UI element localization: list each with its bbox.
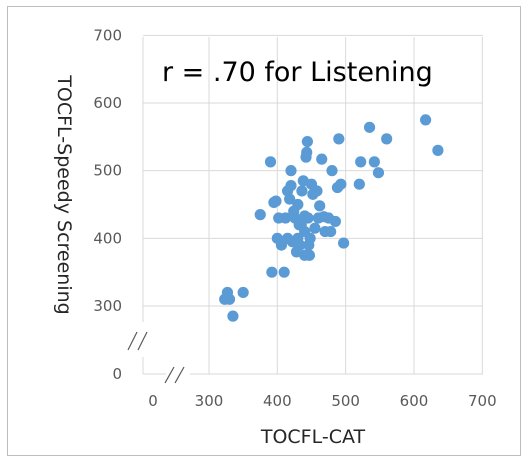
correlation-annotation: r = .70 for Listening — [162, 57, 433, 88]
data-point — [314, 200, 326, 212]
data-point — [329, 215, 342, 228]
x-tick-label: 500 — [331, 392, 360, 410]
data-point — [311, 185, 323, 197]
data-point — [372, 167, 385, 179]
data-point — [353, 178, 365, 190]
data-point — [279, 212, 292, 224]
data-point — [309, 222, 321, 234]
data-point — [294, 239, 306, 251]
data-point — [316, 153, 328, 165]
y-tick-labels: 0 300 400 500 600 700 — [93, 26, 122, 383]
axes — [127, 37, 483, 384]
data-point — [363, 121, 376, 133]
x-tick-labels: 0 300 400 500 600 700 — [148, 392, 496, 410]
data-point — [296, 185, 308, 197]
data-point — [381, 133, 393, 145]
data-point — [301, 135, 313, 148]
data-point — [270, 195, 282, 207]
data-point — [326, 165, 338, 177]
data-point — [266, 266, 278, 278]
data-point — [292, 198, 304, 211]
data-point — [223, 293, 236, 305]
x-tick-label: 400 — [263, 392, 292, 410]
data-point — [227, 310, 239, 322]
y-tick-label: 400 — [93, 229, 122, 247]
x-axis-break-mark — [164, 366, 185, 384]
x-tick-label: 700 — [468, 392, 497, 410]
grid-lines — [143, 34, 483, 374]
data-point — [285, 165, 297, 177]
y-tick-label: 0 — [112, 365, 122, 383]
y-axis-title: TOCFL-Speedy Screening — [53, 74, 75, 314]
x-tick-label: 300 — [195, 392, 224, 410]
chart-frame — [7, 6, 521, 456]
data-point — [285, 179, 297, 192]
y-tick-label: 500 — [93, 162, 122, 180]
x-axis-title: TOCFL-CAT — [260, 426, 366, 448]
y-tick-label: 700 — [93, 26, 122, 44]
y-tick-label: 300 — [93, 297, 122, 315]
data-points — [219, 114, 444, 322]
data-point — [333, 133, 345, 145]
x-tick-label: 600 — [400, 392, 429, 410]
data-point — [278, 266, 290, 278]
data-point — [304, 232, 316, 244]
data-point — [338, 237, 350, 249]
data-point — [325, 225, 337, 238]
data-point — [355, 156, 367, 168]
data-point — [284, 193, 296, 205]
data-point — [420, 114, 432, 126]
y-tick-label: 600 — [93, 94, 122, 112]
data-point — [264, 156, 277, 168]
data-point — [254, 209, 266, 221]
data-point — [368, 156, 380, 168]
data-point — [237, 286, 249, 299]
data-point — [432, 144, 444, 156]
data-point — [303, 249, 316, 261]
y-axis-break-mark — [127, 331, 148, 351]
x-tick-label: 0 — [148, 392, 158, 410]
data-point — [302, 212, 314, 224]
data-point — [301, 146, 313, 158]
data-point — [335, 178, 347, 190]
